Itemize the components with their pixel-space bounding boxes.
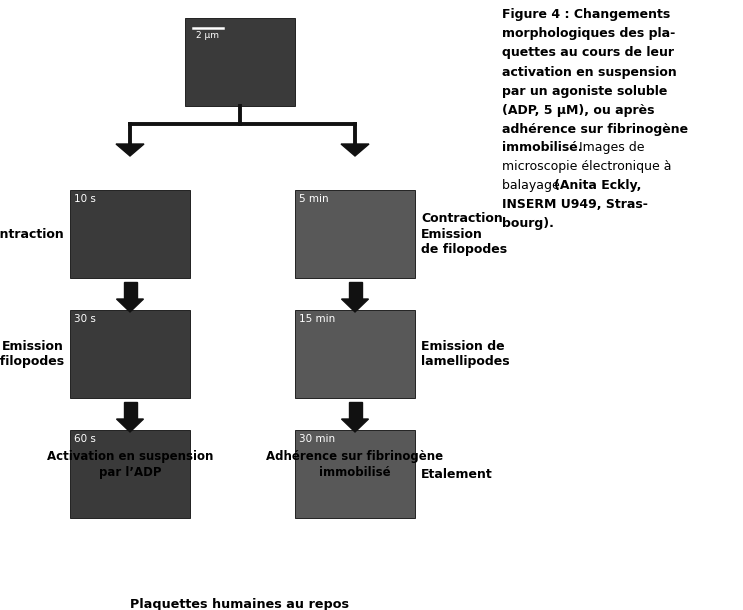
Text: 5 min: 5 min bbox=[299, 194, 328, 204]
Text: Adhérence sur fibrinogène
immobilisé: Adhérence sur fibrinogène immobilisé bbox=[267, 450, 444, 479]
Bar bbox=[70, 190, 190, 278]
Bar bbox=[185, 18, 295, 106]
Text: immobilisé.: immobilisé. bbox=[502, 141, 583, 154]
Bar bbox=[70, 430, 190, 518]
Bar bbox=[295, 430, 415, 518]
Bar bbox=[295, 190, 415, 278]
Polygon shape bbox=[117, 299, 143, 312]
Text: microscopie électronique à: microscopie électronique à bbox=[502, 160, 672, 173]
Text: Plaquettes humaines au repos: Plaquettes humaines au repos bbox=[131, 598, 349, 610]
Text: 10 s: 10 s bbox=[74, 194, 96, 204]
Text: Activation en suspension
par l’ADP: Activation en suspension par l’ADP bbox=[47, 450, 213, 479]
Polygon shape bbox=[342, 299, 369, 312]
Text: Contraction
Emission
de filopodes: Contraction Emission de filopodes bbox=[421, 212, 507, 256]
Polygon shape bbox=[341, 144, 369, 156]
Text: 2 μm: 2 μm bbox=[196, 31, 219, 40]
Text: Figure 4 : Changements
morphologiques des pla-
quettes au cours de leur
activati: Figure 4 : Changements morphologiques de… bbox=[502, 8, 688, 136]
Text: 60 s: 60 s bbox=[74, 434, 96, 444]
Text: Images de: Images de bbox=[575, 141, 644, 154]
Polygon shape bbox=[117, 419, 143, 432]
Text: (Anita Eckly,: (Anita Eckly, bbox=[554, 179, 641, 192]
Polygon shape bbox=[348, 282, 362, 299]
Text: INSERM U949, Stras-
bourg).: INSERM U949, Stras- bourg). bbox=[502, 198, 648, 230]
Text: Contraction: Contraction bbox=[0, 228, 64, 240]
Text: balayage: balayage bbox=[502, 179, 564, 192]
Text: Emission
de filopodes: Emission de filopodes bbox=[0, 340, 64, 368]
Text: 30 min: 30 min bbox=[299, 434, 335, 444]
Text: 30 s: 30 s bbox=[74, 314, 96, 324]
Polygon shape bbox=[116, 144, 144, 156]
Polygon shape bbox=[342, 419, 369, 432]
Polygon shape bbox=[348, 402, 362, 419]
Bar bbox=[295, 310, 415, 398]
Text: Emission de
lamellipodes: Emission de lamellipodes bbox=[421, 340, 510, 368]
Polygon shape bbox=[123, 402, 137, 419]
Bar bbox=[70, 310, 190, 398]
Polygon shape bbox=[123, 282, 137, 299]
Text: Etalement: Etalement bbox=[421, 467, 493, 481]
Text: 15 min: 15 min bbox=[299, 314, 335, 324]
